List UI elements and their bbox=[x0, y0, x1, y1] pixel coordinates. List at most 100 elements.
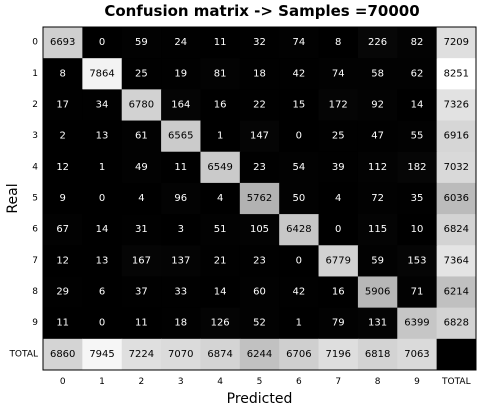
heatmap-cell-r6-c6 bbox=[279, 214, 320, 246]
cell-value-r3-c7: 25 bbox=[332, 131, 345, 142]
cell-value-r5-c9: 35 bbox=[411, 193, 424, 204]
heatmap-cell-r4-c1 bbox=[82, 151, 123, 184]
heatmap-cell-r8-c9 bbox=[397, 276, 438, 309]
cell-value-r8-c1: 6 bbox=[99, 287, 105, 298]
heatmap-cell-r1-c4 bbox=[200, 58, 241, 90]
cell-value-r3-c2: 61 bbox=[135, 131, 148, 142]
cell-value-r8-c3: 33 bbox=[174, 287, 187, 298]
heatmap-cell-rTOTAL-c3 bbox=[161, 338, 201, 371]
heatmap-cell-r4-c6 bbox=[279, 151, 320, 184]
y-tick-3: 3 bbox=[32, 131, 38, 141]
cell-value-r5-c0: 9 bbox=[59, 193, 65, 204]
cell-value-r0-c1: 0 bbox=[99, 37, 105, 48]
heatmap-cell-rTOTAL-c7 bbox=[318, 338, 359, 371]
cell-value-rTOTAL-c0: 6860 bbox=[50, 349, 75, 360]
heatmap-cell-r4-c4 bbox=[200, 151, 241, 184]
cell-value-r3-c6: 0 bbox=[296, 131, 302, 142]
cell-value-r1-c5: 18 bbox=[253, 68, 266, 79]
cell-value-r6-cTOTAL: 6824 bbox=[444, 224, 469, 235]
heatmap-cell-r8-cTOTAL bbox=[436, 276, 477, 309]
cell-value-rTOTAL-c2: 7224 bbox=[129, 349, 154, 360]
heatmap-cell-r7-c0 bbox=[43, 245, 83, 277]
cell-value-r6-c2: 31 bbox=[135, 224, 148, 235]
cell-value-r0-c3: 24 bbox=[174, 37, 187, 48]
cell-value-r2-c3: 164 bbox=[171, 99, 190, 110]
heatmap-cell-r2-c5 bbox=[239, 89, 280, 122]
cell-value-r4-c7: 39 bbox=[332, 162, 345, 173]
heatmap-cell-r1-c6 bbox=[279, 58, 320, 90]
heatmap-cell-r2-c9 bbox=[397, 89, 438, 122]
y-tick-2: 2 bbox=[32, 100, 38, 110]
cell-value-r9-c6: 1 bbox=[296, 318, 302, 329]
cell-value-r8-c5: 60 bbox=[253, 287, 266, 298]
cell-value-r7-c5: 23 bbox=[253, 255, 266, 266]
y-tick-6: 6 bbox=[32, 225, 38, 235]
x-tick-labels: 0 1 2 3 4 5 6 7 8 9 TOTAL bbox=[60, 377, 471, 387]
heatmap-cell-r5-c0 bbox=[43, 182, 83, 215]
heatmap-cell-r0-c0 bbox=[43, 27, 83, 59]
plot-frame bbox=[42, 26, 477, 371]
heatmap-cell-r8-c5 bbox=[239, 276, 280, 309]
heatmap-cell-r2-cTOTAL bbox=[436, 89, 477, 122]
cell-value-r1-c9: 62 bbox=[411, 68, 424, 79]
heatmap-cell-r0-c9 bbox=[397, 27, 438, 59]
heatmap-cell-r5-c3 bbox=[161, 182, 201, 215]
cell-value-r6-c4: 51 bbox=[214, 224, 227, 235]
x-tick-3: 3 bbox=[178, 377, 184, 387]
cell-value-r4-c6: 54 bbox=[292, 162, 305, 173]
cell-value-r9-c3: 18 bbox=[174, 318, 187, 329]
heatmap-cell-r0-c7 bbox=[318, 27, 359, 59]
cell-value-r3-c1: 13 bbox=[96, 131, 109, 142]
cell-value-r5-c3: 96 bbox=[174, 193, 187, 204]
heatmap-cell-r2-c6 bbox=[279, 89, 320, 122]
cell-value-r9-c1: 0 bbox=[99, 318, 105, 329]
heatmap-cell-r4-c2 bbox=[121, 151, 162, 184]
cell-value-r2-c5: 22 bbox=[253, 99, 266, 110]
y-tick-0: 0 bbox=[32, 38, 38, 48]
heatmap-cell-rTOTAL-c0 bbox=[43, 338, 83, 371]
heatmap-cell-r8-c1 bbox=[82, 276, 123, 309]
heatmap-cell-r3-c7 bbox=[318, 120, 359, 153]
heatmap-cell-r6-c2 bbox=[121, 214, 162, 246]
x-tick-5: 5 bbox=[257, 377, 263, 387]
cell-value-r6-c9: 10 bbox=[411, 224, 424, 235]
cell-value-r6-c6: 6428 bbox=[286, 224, 311, 235]
cell-value-r0-c4: 11 bbox=[214, 37, 227, 48]
cell-value-r5-c8: 72 bbox=[371, 193, 384, 204]
cell-value-r1-c8: 58 bbox=[371, 68, 384, 79]
heatmap-cell-r5-cTOTAL bbox=[436, 182, 477, 215]
cell-value-r2-c0: 17 bbox=[56, 99, 69, 110]
cell-value-r8-c9: 71 bbox=[411, 287, 424, 298]
cell-value-r3-cTOTAL: 6916 bbox=[444, 131, 469, 142]
cell-value-r3-c3: 6565 bbox=[168, 131, 193, 142]
cell-value-r6-c5: 105 bbox=[250, 224, 269, 235]
heatmap-cell-r9-c6 bbox=[279, 307, 320, 340]
cell-value-r9-c9: 6399 bbox=[404, 318, 429, 329]
cell-value-r2-c7: 172 bbox=[329, 99, 348, 110]
cell-value-r5-c4: 4 bbox=[217, 193, 223, 204]
y-axis-label: Real bbox=[5, 183, 21, 213]
cell-value-r9-c8: 131 bbox=[368, 318, 387, 329]
cell-value-r8-c0: 29 bbox=[56, 287, 69, 298]
heatmap-cell-r3-c6 bbox=[279, 120, 320, 153]
heatmap-cell-r1-c2 bbox=[121, 58, 162, 90]
x-axis-label: Predicted bbox=[227, 391, 293, 407]
heatmap-cell-r6-c9 bbox=[397, 214, 438, 246]
x-tick-0: 0 bbox=[60, 377, 66, 387]
cell-value-r8-c6: 42 bbox=[292, 287, 305, 298]
heatmap-cell-r8-c3 bbox=[161, 276, 201, 309]
heatmap-cell-r6-cTOTAL bbox=[436, 214, 477, 246]
cell-value-r8-c8: 5906 bbox=[365, 287, 390, 298]
heatmap-cell-r3-c1 bbox=[82, 120, 123, 153]
cell-value-r2-cTOTAL: 7326 bbox=[444, 99, 469, 110]
cell-value-rTOTAL-c8: 6818 bbox=[365, 349, 390, 360]
heatmap-cell-r8-c2 bbox=[121, 276, 162, 309]
cell-value-rTOTAL-c7: 7196 bbox=[326, 349, 351, 360]
heatmap-cell-r7-c6 bbox=[279, 245, 320, 277]
x-tick-TOTAL: TOTAL bbox=[441, 377, 471, 387]
cell-value-r9-c2: 11 bbox=[135, 318, 148, 329]
cell-value-r9-c5: 52 bbox=[253, 318, 266, 329]
cell-value-r4-c3: 11 bbox=[174, 162, 187, 173]
cell-value-r7-cTOTAL: 7364 bbox=[444, 255, 469, 266]
